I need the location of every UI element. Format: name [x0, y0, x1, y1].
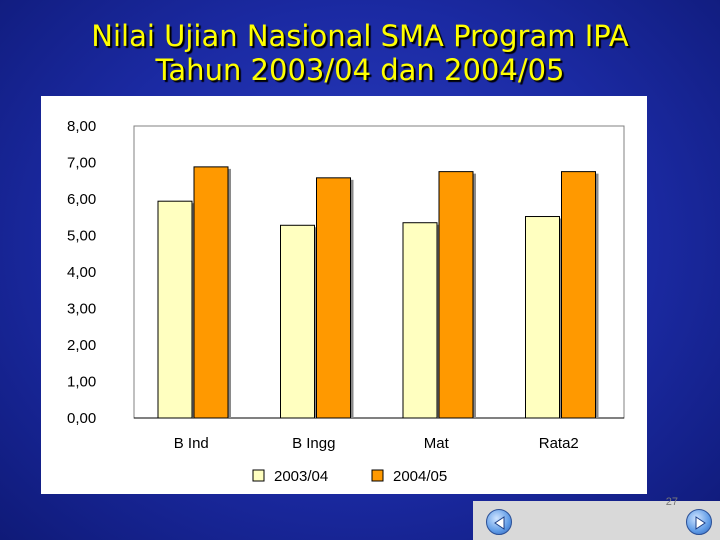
y-tick-label: 7,00 — [67, 155, 96, 172]
legend-label: 2003/04 — [274, 468, 328, 485]
page-number: 27 — [665, 496, 678, 508]
arrow-left-icon — [494, 516, 505, 530]
bar-chart: 0,00 1,00 2,00 3,00 4,00 5,00 6,00 7,00 8,00 B In… — [67, 118, 625, 485]
x-tick-label: Rata2 — [539, 435, 579, 452]
y-tick-label: 8,00 — [67, 118, 96, 135]
x-tick-label: B Ind — [174, 435, 209, 452]
y-tick-label: 0,00 — [67, 410, 96, 427]
legend-label: 2004/05 — [393, 468, 447, 485]
bar-2003/04 — [280, 224, 315, 419]
chart-panel: 0,00 1,00 2,00 3,00 4,00 5,00 6,00 7,00 8,00 B In… — [41, 96, 647, 494]
y-tick-label: 4,00 — [67, 264, 96, 281]
x-tick-label: Mat — [424, 435, 450, 452]
legend-swatch — [252, 469, 265, 482]
bar-2004/05 — [316, 177, 351, 419]
y-tick-label: 1,00 — [67, 374, 96, 391]
footer-bar — [473, 501, 720, 540]
bar-2004/05 — [438, 171, 474, 419]
bar-2003/04 — [525, 216, 560, 419]
legend-swatch — [371, 469, 384, 482]
bar-2004/05 — [561, 171, 596, 419]
bar-2004/05 — [193, 166, 229, 419]
y-tick-label: 2,00 — [67, 337, 96, 354]
previous-slide-button[interactable] — [486, 509, 512, 535]
bar-2003/04 — [402, 222, 438, 419]
slide-title-line2: Tahun 2003/04 dan 2004/05 — [155, 53, 565, 87]
bar-2003/04 — [157, 200, 193, 419]
y-tick-label: 6,00 — [67, 191, 96, 208]
next-slide-button[interactable] — [686, 509, 712, 535]
x-tick-label: B Ingg — [292, 435, 335, 452]
y-tick-label: 3,00 — [67, 301, 96, 318]
arrow-right-icon — [695, 516, 706, 530]
y-tick-label: 5,00 — [67, 228, 96, 245]
slide-title-line1: Nilai Ujian Nasional SMA Program IPA — [91, 19, 629, 53]
